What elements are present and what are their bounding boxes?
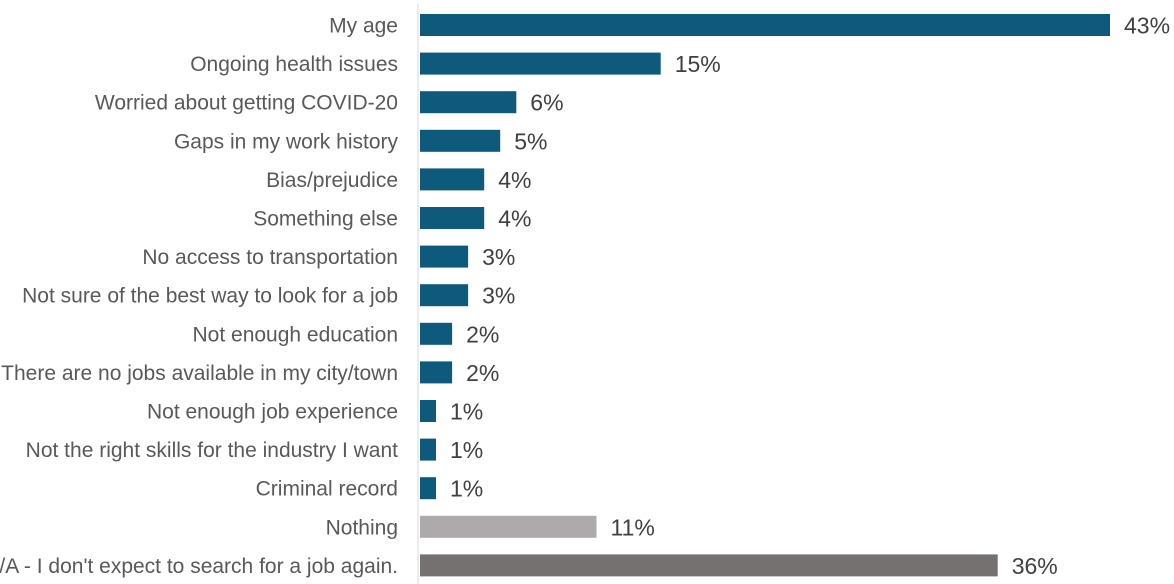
category-label: No access to transportation bbox=[142, 246, 398, 269]
category-label: Gaps in my work history bbox=[174, 130, 399, 153]
value-label: 1% bbox=[450, 437, 483, 463]
bar bbox=[420, 245, 469, 268]
category-label: My age bbox=[329, 15, 398, 38]
bar bbox=[420, 361, 453, 384]
bars-layer bbox=[420, 14, 1110, 577]
bar bbox=[420, 207, 485, 229]
value-label: 2% bbox=[466, 360, 499, 386]
bar bbox=[420, 438, 436, 461]
bar bbox=[420, 91, 517, 114]
category-label: Not sure of the best way to look for a j… bbox=[22, 285, 398, 308]
value-label: 1% bbox=[450, 476, 483, 502]
bar bbox=[420, 284, 469, 307]
category-label: Not the right skills for the industry I … bbox=[26, 439, 398, 462]
bar bbox=[420, 14, 1110, 36]
value-label: 3% bbox=[482, 283, 515, 309]
value-label: 1% bbox=[450, 399, 483, 425]
value-label: 4% bbox=[498, 206, 531, 232]
bar bbox=[420, 515, 597, 538]
bar bbox=[420, 168, 485, 191]
value-label: 43% bbox=[1124, 13, 1170, 39]
value-label: 6% bbox=[530, 90, 563, 116]
category-label: There are no jobs available in my city/t… bbox=[1, 362, 398, 385]
value-label: 4% bbox=[498, 167, 531, 193]
category-label: Nothing bbox=[326, 516, 398, 539]
bar bbox=[420, 477, 436, 500]
value-label: 36% bbox=[1012, 553, 1058, 579]
category-label: Ongoing health issues bbox=[190, 53, 398, 76]
category-label: Worried about getting COVID-20 bbox=[95, 92, 398, 115]
category-labels: My age Ongoing health issues Worried about… bbox=[0, 15, 398, 578]
category-label: N/A - I don't expect to search for a job… bbox=[0, 555, 398, 578]
bar bbox=[420, 400, 436, 422]
category-label: Not enough job experience bbox=[147, 401, 398, 424]
bar bbox=[420, 129, 501, 152]
value-label: 11% bbox=[611, 514, 655, 540]
category-label: Not enough education bbox=[193, 323, 399, 346]
value-label: 15% bbox=[675, 51, 721, 77]
value-label: 2% bbox=[466, 321, 499, 347]
bar bbox=[420, 322, 453, 345]
bar bbox=[420, 52, 661, 75]
category-label: Criminal record bbox=[256, 478, 398, 501]
value-label: 3% bbox=[482, 244, 515, 270]
category-label: Something else bbox=[253, 208, 398, 231]
bar bbox=[420, 554, 998, 577]
value-label: 5% bbox=[514, 128, 547, 154]
value-labels: 43% 15% 6% 5% 4% 4% 3% 3% 2% 2% 1% 1% 1% 11% 36% bbox=[450, 13, 1170, 579]
category-label: Bias/prejudice bbox=[266, 169, 398, 192]
